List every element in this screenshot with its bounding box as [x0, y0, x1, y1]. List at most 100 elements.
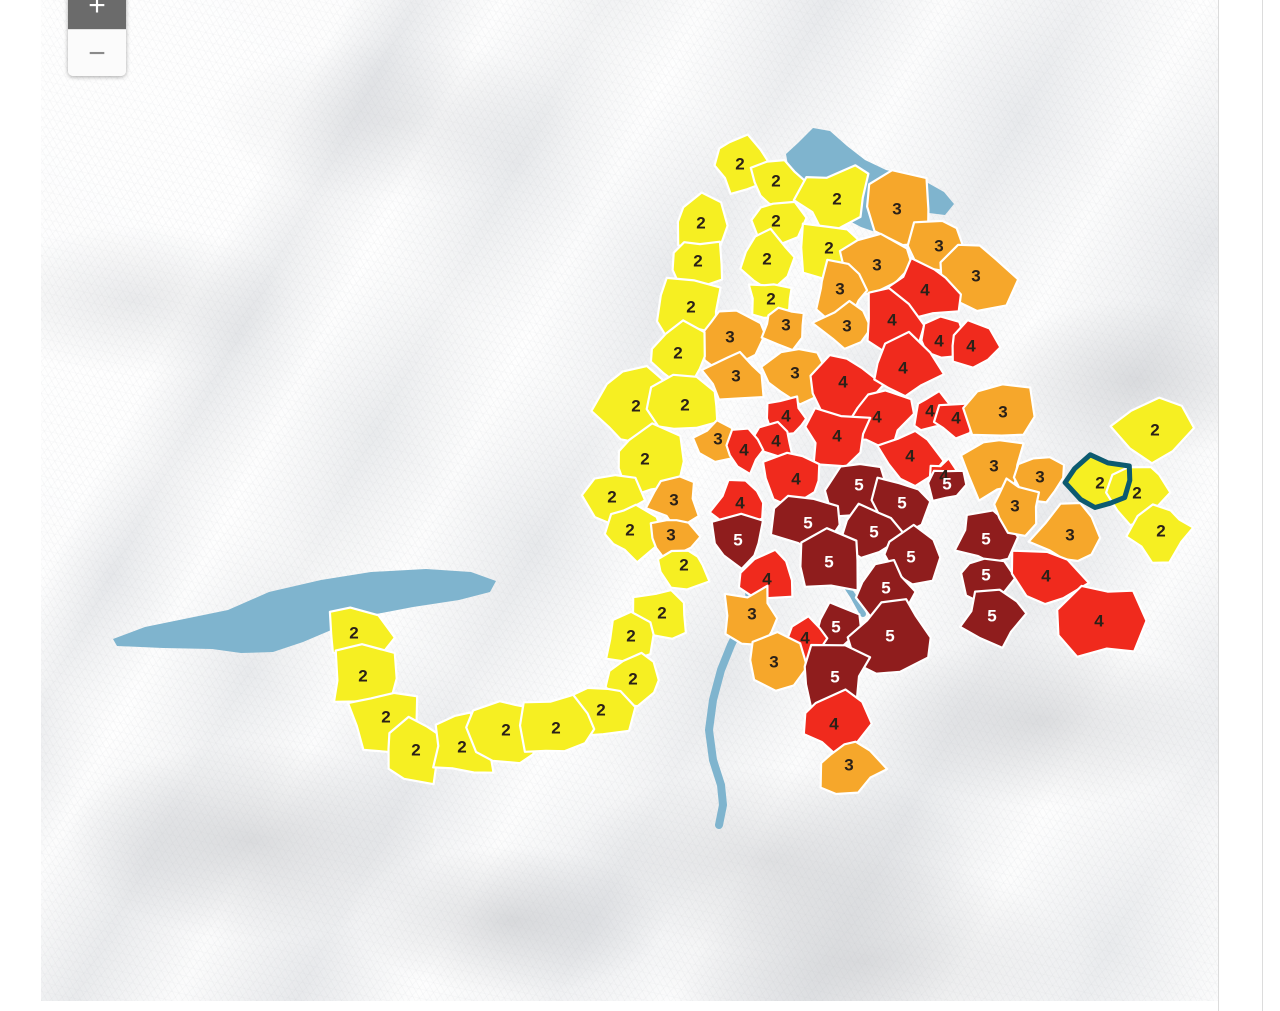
danger-region[interactable] — [725, 427, 765, 476]
danger-region[interactable] — [927, 469, 968, 503]
region-value-label: 2 — [693, 251, 702, 270]
region-value-label: 2 — [625, 520, 634, 539]
danger-region[interactable] — [993, 477, 1041, 537]
selected-region-outline — [1062, 452, 1133, 510]
region-value-label: 2 — [640, 449, 649, 468]
region-value-label: 3 — [666, 525, 675, 544]
region-value-label: 4 — [966, 336, 976, 355]
region-value-label: 2 — [686, 297, 695, 316]
danger-region[interactable] — [518, 693, 596, 753]
region-value-label: 2 — [832, 189, 841, 208]
region-value-label: 3 — [1035, 467, 1044, 486]
danger-region[interactable] — [656, 549, 711, 591]
danger-region[interactable] — [700, 350, 765, 401]
lake-geneva — [113, 569, 496, 653]
region-value-label: 5 — [885, 626, 894, 645]
region-value-label: 3 — [835, 279, 844, 298]
region-value-label: 4 — [771, 431, 781, 450]
region-value-label: 3 — [713, 429, 722, 448]
region-value-label: 3 — [998, 402, 1007, 421]
region-value-label: 3 — [781, 315, 790, 334]
region-value-label: 5 — [831, 617, 840, 636]
region-value-label: 4 — [920, 280, 930, 299]
region-value-label: 2 — [607, 487, 616, 506]
region-value-label: 3 — [731, 366, 740, 385]
danger-region[interactable] — [811, 299, 873, 350]
danger-region[interactable] — [819, 740, 889, 796]
region-value-label: 5 — [981, 529, 990, 548]
region-value-label: 4 — [838, 372, 848, 391]
region-value-label: 3 — [725, 327, 734, 346]
zoom-out-button[interactable]: − — [68, 29, 126, 76]
region-value-label: 2 — [596, 700, 605, 719]
region-value-label: 2 — [762, 249, 771, 268]
danger-region[interactable] — [737, 548, 794, 600]
region-value-label: 3 — [971, 266, 980, 285]
region-value-label: 4 — [872, 407, 882, 426]
danger-region[interactable] — [739, 227, 796, 293]
region-value-label: 4 — [905, 446, 915, 465]
region-value-label: 2 — [1132, 483, 1141, 502]
region-value-label: 4 — [934, 331, 944, 350]
selected-region-highlight — [1062, 452, 1133, 510]
region-value-label: 2 — [1095, 473, 1104, 492]
region-value-label: 5 — [906, 547, 915, 566]
danger-region[interactable] — [873, 330, 946, 398]
region-value-label: 3 — [844, 755, 853, 774]
danger-region[interactable] — [760, 306, 805, 352]
region-value-label: 4 — [800, 628, 810, 647]
region-value-label: 4 — [887, 310, 897, 329]
danger-region[interactable] — [645, 373, 719, 430]
region-value-label: 5 — [824, 552, 833, 571]
danger-region[interactable] — [1027, 501, 1102, 563]
region-value-label: 2 — [626, 626, 635, 645]
region-value-label: 2 — [411, 740, 420, 759]
region-value-label: 5 — [987, 606, 996, 625]
region-value-label: 2 — [673, 343, 682, 362]
danger-region[interactable] — [1125, 503, 1195, 564]
danger-regions-layer[interactable] — [328, 133, 1196, 796]
danger-region[interactable] — [671, 240, 724, 290]
region-value-label: 5 — [942, 474, 951, 493]
zoom-in-button[interactable]: + — [68, 0, 126, 29]
danger-region[interactable] — [760, 348, 829, 406]
region-value-label: 5 — [803, 513, 812, 532]
region-value-label: 2 — [1156, 521, 1165, 540]
danger-region[interactable] — [846, 598, 932, 675]
region-value-label: 2 — [696, 213, 705, 232]
region-value-label: 2 — [679, 555, 688, 574]
region-value-label: 4 — [829, 714, 839, 733]
danger-region[interactable] — [1056, 584, 1148, 658]
zoom-control[interactable]: + − — [68, 0, 126, 76]
danger-region[interactable] — [876, 429, 945, 488]
region-value-label: 2 — [824, 238, 833, 257]
danger-region[interactable] — [951, 319, 1002, 369]
danger-region[interactable] — [799, 527, 859, 592]
region-value-label: 3 — [872, 255, 881, 274]
region-value-label: 4 — [739, 440, 749, 459]
danger-region[interactable] — [962, 383, 1036, 437]
region-value-label: 3 — [989, 456, 998, 475]
danger-region[interactable] — [387, 715, 443, 786]
danger-region[interactable] — [761, 451, 821, 508]
danger-region[interactable] — [1109, 396, 1196, 465]
danger-region[interactable] — [603, 503, 662, 564]
region-value-label: 4 — [735, 493, 745, 512]
danger-region[interactable] — [958, 588, 1028, 649]
danger-region[interactable] — [710, 512, 765, 570]
danger-region[interactable] — [1010, 549, 1090, 606]
region-value-label: 5 — [854, 475, 863, 494]
danger-region[interactable] — [792, 164, 870, 238]
danger-region[interactable] — [749, 630, 809, 692]
panel-divider-left — [1218, 0, 1219, 1011]
region-value-label: 3 — [769, 652, 778, 671]
region-value-label: 3 — [790, 363, 799, 382]
region-value-label: 2 — [771, 211, 780, 230]
danger-region[interactable] — [804, 407, 872, 468]
region-value-label: 4 — [762, 569, 772, 588]
region-value-label: 4 — [1094, 611, 1104, 630]
region-value-label: 2 — [551, 718, 560, 737]
